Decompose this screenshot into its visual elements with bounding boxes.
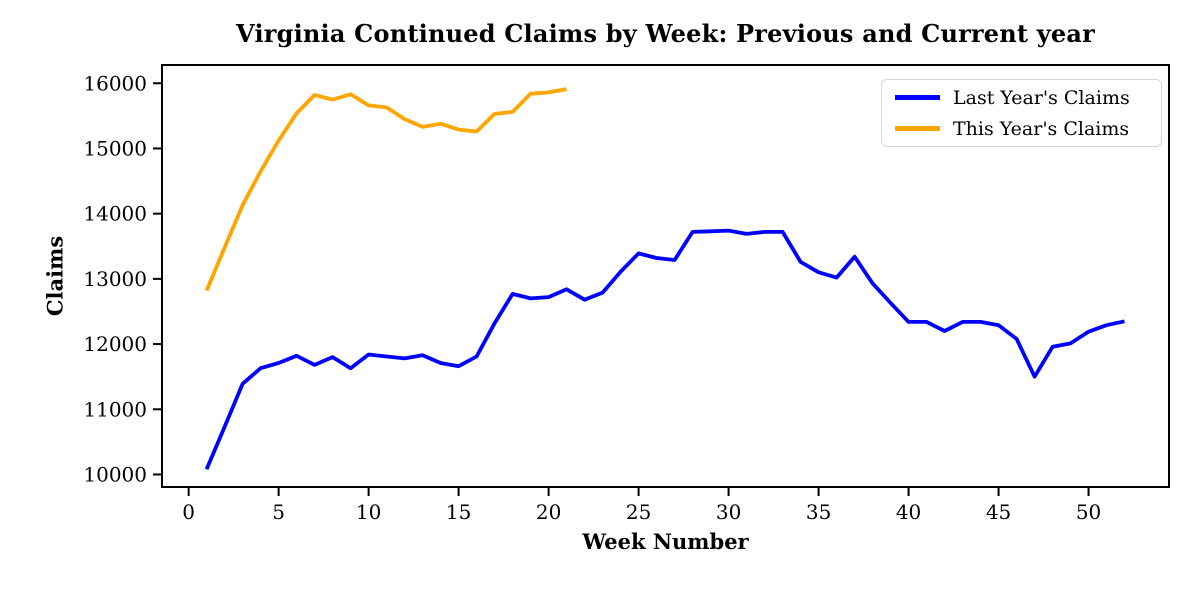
series-line-0	[204, 228, 1125, 471]
x-tick-label: 30	[716, 500, 741, 524]
x-tick-label: 35	[806, 500, 831, 524]
y-tick-label: 13000	[83, 267, 147, 291]
x-tick-label: 15	[446, 500, 471, 524]
axes-frame	[161, 64, 1170, 488]
y-tick-label: 12000	[83, 332, 147, 356]
x-tick-label: 40	[896, 500, 921, 524]
x-tick-label: 20	[536, 500, 561, 524]
y-tick-label: 15000	[83, 136, 147, 160]
x-tick-label: 50	[1076, 500, 1101, 524]
y-tick-label: 14000	[83, 202, 147, 226]
y-tick-label: 16000	[83, 71, 147, 95]
chart-title: Virginia Continued Claims by Week: Previ…	[236, 19, 1095, 48]
y-axis-label: Claims	[42, 235, 68, 317]
legend-line-blue	[895, 95, 940, 100]
y-tick-label: 11000	[83, 397, 147, 421]
x-tick-label: 25	[626, 500, 651, 524]
x-tick-label: 10	[356, 500, 381, 524]
x-tick-label: 5	[272, 500, 285, 524]
x-tick-label: 0	[182, 500, 195, 524]
legend-item-last-year: Last Year's Claims	[882, 86, 1161, 110]
x-axis-label: Week Number	[582, 529, 749, 554]
series-line-1	[204, 87, 567, 292]
legend-line-orange	[895, 126, 940, 131]
legend: Last Year's Claims This Year's Claims	[881, 79, 1162, 147]
legend-label-last-year: Last Year's Claims	[953, 86, 1130, 109]
legend-item-this-year: This Year's Claims	[882, 117, 1161, 141]
legend-label-this-year: This Year's Claims	[953, 117, 1130, 140]
y-tick-label: 10000	[83, 462, 147, 486]
x-tick-label: 45	[986, 500, 1011, 524]
